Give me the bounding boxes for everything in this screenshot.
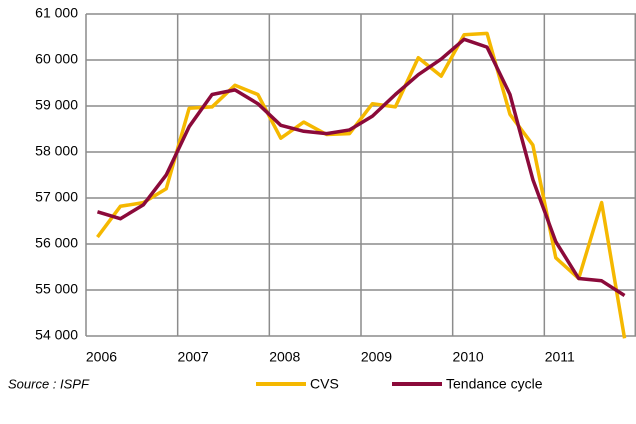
- x-tick-label: 2009: [361, 349, 392, 365]
- y-tick-label: 59 000: [35, 97, 78, 113]
- legend-label: CVS: [310, 376, 339, 392]
- line-series: [96, 37, 626, 297]
- y-tick-label: 61 000: [35, 5, 78, 21]
- x-tick-label: 2006: [86, 349, 117, 365]
- line-series: [96, 31, 627, 339]
- y-tick-label: 55 000: [35, 281, 78, 297]
- y-tick-label: 57 000: [35, 189, 78, 205]
- y-tick-label: 56 000: [35, 235, 78, 251]
- legend-label: Tendance cycle: [446, 376, 543, 392]
- source-note: Source : ISPF: [8, 376, 90, 391]
- x-tick-label: 2010: [453, 349, 484, 365]
- x-tick-label: 2007: [178, 349, 209, 365]
- y-tick-label: 54 000: [35, 327, 78, 343]
- x-tick-label: 2008: [269, 349, 300, 365]
- y-tick-label: 60 000: [35, 51, 78, 67]
- x-tick-label: 2011: [545, 349, 575, 365]
- y-tick-label: 58 000: [35, 143, 78, 159]
